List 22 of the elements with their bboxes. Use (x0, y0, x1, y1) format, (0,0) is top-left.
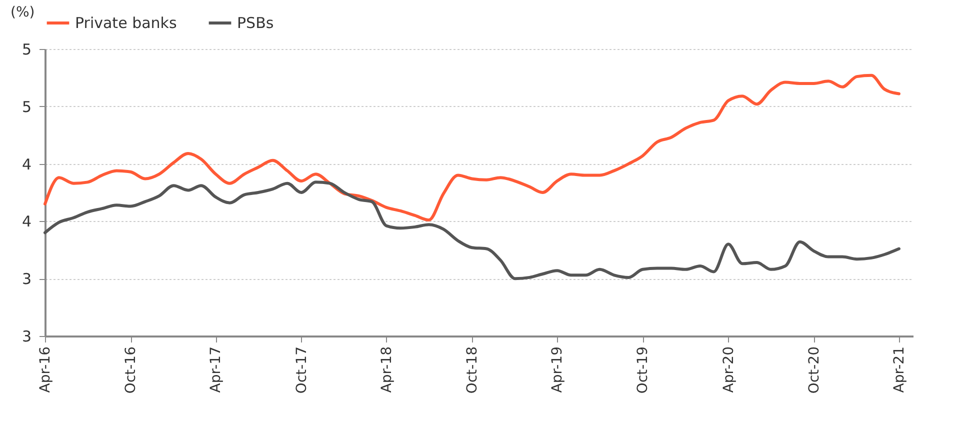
x-tick-label: Oct-16 (123, 346, 140, 394)
y-tick-label: 3 (22, 270, 32, 288)
x-tick-label: Apr-16 (38, 346, 54, 393)
x-tick-label: Oct-20 (806, 346, 822, 394)
x-tick-label: Oct-19 (635, 346, 652, 394)
y-tick-label: 4 (22, 155, 32, 174)
legend-label: PSBs (237, 14, 274, 32)
y-tick-label: 4 (22, 212, 32, 231)
x-tick-label: Apr-17 (208, 346, 224, 393)
y-tick-label: 3 (22, 328, 32, 346)
line-series (44, 74, 900, 222)
x-tick-label: Apr-21 (891, 346, 908, 393)
x-tick-label: Apr-18 (378, 346, 395, 393)
x-tick-label: Oct-18 (464, 346, 480, 394)
line-series (44, 180, 900, 280)
x-tick-label: Apr-20 (720, 346, 737, 393)
x-tick-label: Apr-19 (550, 346, 566, 393)
legend-label: Private banks (75, 14, 177, 32)
y-tick-label: 5 (22, 40, 32, 58)
y-tick-label: 5 (22, 98, 32, 116)
y-axis-title: (%) (10, 4, 35, 20)
x-tick-label: Oct-17 (294, 346, 310, 394)
